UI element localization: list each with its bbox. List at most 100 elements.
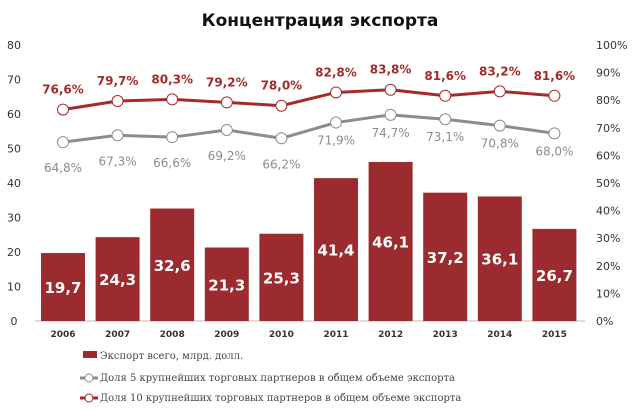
y-right-tick-label: 0% (596, 315, 613, 328)
x-tick-label: 2014 (487, 330, 512, 340)
series-point (220, 96, 233, 109)
bar-data-label: 19,7 (44, 279, 81, 297)
x-tick-label: 2008 (160, 330, 185, 340)
series-point (275, 132, 288, 145)
series-point (439, 89, 452, 102)
legend-swatch-marker (84, 393, 94, 403)
y-left-tick-label: 50 (7, 143, 21, 156)
series-point (493, 119, 506, 132)
y-right-tick-label: 30% (596, 232, 620, 245)
legend-label: Экспорт всего, млрд. долл. (100, 351, 243, 362)
x-tick-label: 2013 (433, 330, 458, 340)
line-data-label: 80,3% (151, 72, 193, 86)
line-data-label: 79,7% (97, 74, 139, 88)
y-left-tick-label: 60 (7, 108, 21, 121)
y-left-tick-label: 80 (7, 39, 21, 52)
line-data-label: 76,6% (42, 83, 84, 97)
bar (314, 178, 358, 321)
bar (368, 161, 413, 321)
bar-data-label: 41,4 (317, 242, 354, 260)
series-point (111, 95, 124, 108)
line-data-label: 79,2% (206, 75, 248, 89)
line-data-label: 78,0% (261, 79, 303, 93)
series-point (166, 131, 179, 144)
chart-title: Концентрация экспорта (202, 11, 439, 31)
x-tick-label: 2006 (50, 330, 75, 340)
y-right-tick-label: 70% (596, 122, 620, 135)
bar (150, 208, 195, 321)
y-right-tick-label: 80% (596, 94, 620, 107)
series-point (166, 93, 179, 106)
legend-swatch-bar (83, 351, 97, 358)
bar-data-label: 21,3 (208, 276, 245, 294)
series-point (384, 83, 397, 96)
series-point (548, 89, 561, 102)
y-right-tick-label: 10% (596, 287, 620, 300)
bar (477, 196, 522, 321)
series-point (384, 108, 397, 121)
x-tick-label: 2009 (214, 330, 239, 340)
x-tick-label: 2015 (542, 330, 567, 340)
line-data-label: 81,6% (424, 69, 466, 83)
x-tick-label: 2007 (105, 330, 130, 340)
y-right-tick-label: 50% (596, 177, 620, 190)
bar-data-label: 26,7 (536, 267, 573, 285)
legend-swatch-marker (84, 373, 94, 383)
series-point (493, 85, 506, 98)
bar (95, 237, 140, 321)
series-line (62, 113, 555, 144)
series-point (57, 136, 69, 149)
y-right-tick-label: 20% (596, 260, 620, 273)
x-tick-label: 2011 (323, 330, 348, 340)
series-point (548, 127, 561, 140)
y-left-tick-label: 40 (7, 177, 21, 190)
series-point (220, 124, 233, 137)
y-right-tick-label: 40% (596, 205, 620, 218)
series-point (275, 99, 288, 112)
bar-data-label: 36,1 (481, 251, 518, 269)
line-data-label: 74,7% (372, 126, 410, 140)
bar (259, 233, 304, 321)
y-left-tick-label: 30 (7, 212, 21, 225)
line-data-label: 82,8% (315, 65, 357, 79)
y-right-tick-label: 60% (596, 149, 620, 162)
x-tick-label: 2012 (378, 330, 403, 340)
y-left-tick-label: 10 (7, 281, 21, 294)
line-data-label: 71,9% (317, 134, 355, 148)
bar-data-label: 25,3 (263, 269, 300, 287)
y-right-tick-label: 90% (596, 67, 620, 80)
line-data-label: 70,8% (481, 137, 519, 151)
line-data-label: 64,8% (44, 161, 82, 175)
y-left-tick-label: 70 (7, 74, 21, 87)
series-point (439, 113, 452, 126)
bar-data-label: 32,6 (154, 257, 191, 275)
series-point (57, 103, 69, 116)
line-data-label: 69,2% (208, 149, 246, 163)
line-data-label: 66,6% (153, 156, 191, 170)
bar (423, 192, 468, 321)
line-data-label: 66,2% (262, 157, 300, 171)
line-data-label: 73,1% (426, 130, 464, 144)
line-data-label: 67,3% (99, 154, 137, 168)
bar-data-label: 46,1 (372, 233, 409, 251)
series-point (330, 86, 342, 99)
line-data-label: 68,0% (535, 144, 573, 158)
line-data-label: 81,6% (534, 69, 576, 83)
bar (41, 253, 85, 321)
x-tick-label: 2010 (269, 330, 294, 340)
y-left-tick-label: 0 (11, 315, 18, 328)
line-data-label: 83,2% (479, 64, 521, 78)
y-left-tick-label: 20 (7, 246, 21, 259)
bar-data-label: 37,2 (427, 249, 464, 267)
line-data-label: 83,8% (370, 63, 412, 77)
bar (204, 247, 249, 321)
series-line (62, 88, 555, 112)
bar-data-label: 24,3 (99, 271, 136, 289)
series-point (111, 129, 124, 142)
bar (532, 228, 577, 321)
y-right-tick-label: 100% (596, 39, 627, 52)
series-point (330, 116, 342, 129)
legend-label: Доля 5 крупнейших торговых партнеров в о… (100, 373, 455, 384)
